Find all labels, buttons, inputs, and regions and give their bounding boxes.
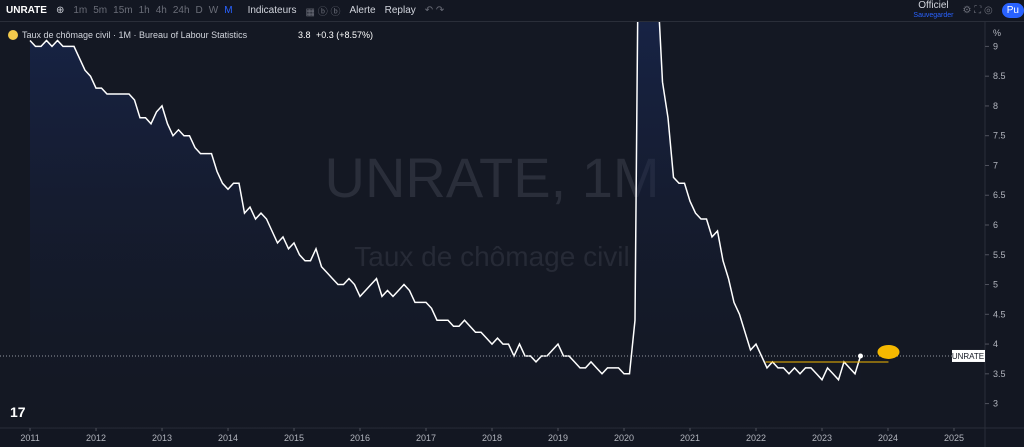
logo: 17 — [10, 404, 26, 420]
replay[interactable]: Replay — [384, 5, 416, 16]
y-tick-label: 5.5 — [993, 250, 1006, 260]
last-point — [857, 353, 863, 359]
source-icon — [8, 30, 18, 40]
indicators[interactable]: Indicateurs — [247, 5, 297, 16]
x-tick-label: 2015 — [284, 433, 304, 443]
y-tick-label: 6.5 — [993, 190, 1006, 200]
x-tick-label: 2011 — [20, 433, 39, 443]
layout-name: Officiel — [918, 0, 949, 11]
x-tick-label: 2020 — [614, 433, 634, 443]
undo[interactable]: ↶ ↷ — [424, 5, 445, 16]
y-tick-label: 5 — [993, 280, 998, 290]
x-tick-label: 2013 — [152, 433, 172, 443]
interval[interactable]: 1m — [73, 5, 88, 16]
interval[interactable]: W — [208, 5, 219, 16]
add[interactable]: ⊕ — [55, 5, 65, 16]
x-tick-label: 2012 — [86, 433, 106, 443]
y-tick-label: 3 — [993, 399, 998, 409]
x-tick-label: 2025 — [944, 433, 964, 443]
symbol[interactable]: UNRATE — [6, 5, 47, 16]
x-tick-label: 2021 — [680, 433, 700, 443]
y-tick-label: 4.5 — [993, 309, 1006, 319]
watermark: UNRATE, 1M — [325, 146, 660, 209]
x-tick-label: 2023 — [812, 433, 832, 443]
interval[interactable]: M — [224, 5, 233, 16]
y-tick-label: 9 — [993, 41, 998, 51]
publish[interactable]: Pu — [1001, 3, 1024, 18]
cursor — [877, 344, 900, 359]
change: +0.3 (+8.57%) — [316, 30, 373, 40]
x-tick-label: 2018 — [482, 433, 502, 443]
y-tick-label: 3.5 — [993, 369, 1006, 379]
y-tick-label: 8 — [993, 101, 998, 111]
interval[interactable]: 15m — [113, 5, 133, 16]
y-tick-label: 6 — [993, 220, 998, 230]
line — [29, 22, 862, 382]
watermark-subtitle: Taux de chômage civil — [354, 241, 629, 272]
x-tick-label: 2017 — [416, 433, 436, 443]
interval[interactable]: 1h — [138, 5, 150, 16]
intervals: 1m 5m 15m 1h 4h 24h D W M — [73, 5, 238, 16]
y-tick-label: 7 — [993, 160, 998, 170]
chart: UNRATE, 1M Taux de chômage civil % Taux … — [0, 22, 1024, 447]
interval[interactable]: 5m — [93, 5, 108, 16]
unit: % — [993, 28, 1001, 38]
interval[interactable]: 24h — [172, 5, 190, 16]
x-tick-label: 2014 — [218, 433, 238, 443]
toolbar: UNRATE ⊕ 1m 5m 15m 1h 4h 24h D W M Indicateurs ▦… — [0, 0, 1024, 22]
tools[interactable]: ⚙ ⛶ ◎ — [962, 5, 993, 16]
templates[interactable]: ▦ ⓑ ⓑ — [305, 7, 341, 18]
save[interactable]: Sauvegarder — [913, 12, 954, 19]
layout[interactable]: Officiel Sauvegarder — [913, 1, 953, 20]
x-tick-label: 2019 — [548, 433, 568, 443]
x-tick-label: 2016 — [350, 433, 370, 443]
price-label-bg — [952, 349, 985, 362]
y-tick-label: 8.5 — [993, 71, 1006, 81]
price-label: UNRATE — [952, 352, 984, 361]
area — [30, 22, 861, 428]
interval[interactable]: D — [195, 5, 203, 16]
y-tick-label: 4 — [993, 339, 998, 349]
x-tick-label: 2024 — [878, 433, 898, 443]
y-tick-label: 7.5 — [993, 131, 1006, 141]
alert[interactable]: Alerte — [349, 5, 376, 16]
last-value: 3.8 — [298, 30, 311, 40]
interval[interactable]: 4h — [155, 5, 167, 16]
legend-title: Taux de chômage civil · 1M · Bureau of L… — [22, 30, 248, 40]
x-tick-label: 2022 — [746, 433, 766, 443]
